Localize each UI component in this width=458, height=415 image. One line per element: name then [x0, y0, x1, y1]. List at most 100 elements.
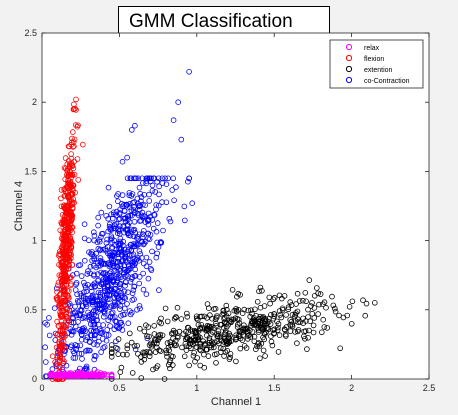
point-extention — [173, 314, 179, 321]
point-flexion — [70, 129, 76, 135]
point-co-contraction — [107, 323, 113, 329]
point-co-contraction — [130, 199, 136, 206]
point-flexion — [56, 354, 63, 361]
point-extention — [237, 333, 243, 340]
point-co-contraction — [115, 251, 121, 257]
point-relax — [59, 373, 65, 379]
point-co-contraction — [106, 203, 113, 210]
point-co-contraction — [107, 236, 114, 243]
point-flexion — [64, 230, 71, 236]
point-co-contraction — [148, 265, 154, 272]
point-co-contraction — [160, 227, 166, 234]
point-co-contraction — [125, 244, 132, 250]
point-extention — [183, 343, 190, 350]
point-flexion — [70, 139, 77, 145]
point-co-contraction — [90, 294, 96, 300]
point-co-contraction — [106, 263, 113, 270]
point-co-contraction — [68, 342, 75, 349]
legend-label: relax — [364, 45, 380, 52]
x-tick-label: 2 — [349, 383, 354, 393]
point-co-contraction — [72, 355, 79, 361]
point-flexion — [63, 281, 69, 288]
point-co-contraction — [124, 301, 130, 307]
point-co-contraction — [100, 322, 106, 328]
point-co-contraction — [114, 193, 120, 199]
point-extention — [349, 298, 356, 305]
point-co-contraction — [118, 201, 125, 207]
point-extention — [288, 302, 295, 308]
point-co-contraction — [123, 272, 130, 279]
point-extention — [317, 291, 324, 297]
point-co-contraction — [89, 249, 95, 255]
point-co-contraction — [143, 263, 150, 270]
point-extention — [108, 353, 115, 360]
point-co-contraction — [92, 283, 98, 290]
point-co-contraction — [132, 122, 138, 129]
point-flexion — [58, 195, 64, 202]
point-flexion — [54, 296, 61, 303]
point-co-contraction — [153, 228, 160, 235]
point-co-contraction — [92, 324, 99, 331]
point-flexion — [52, 359, 58, 365]
point-co-contraction — [101, 344, 108, 350]
point-flexion — [61, 278, 68, 285]
x-tick-label: 1.5 — [268, 383, 281, 393]
point-flexion — [57, 351, 63, 358]
point-co-contraction — [79, 356, 85, 362]
point-flexion — [59, 334, 66, 340]
point-extention — [330, 302, 337, 309]
point-co-contraction — [146, 175, 152, 182]
point-extention — [257, 304, 264, 311]
point-co-contraction — [82, 284, 89, 291]
point-flexion — [60, 250, 67, 257]
point-extention — [184, 313, 191, 320]
point-co-contraction — [78, 350, 85, 357]
point-extention — [154, 363, 161, 369]
point-co-contraction — [71, 319, 77, 326]
point-co-contraction — [158, 239, 164, 245]
point-co-contraction — [149, 188, 156, 194]
point-co-contraction — [100, 281, 107, 288]
point-co-contraction — [141, 228, 147, 234]
point-co-contraction — [88, 284, 95, 291]
point-extention — [184, 310, 190, 317]
point-extention — [197, 362, 204, 369]
point-co-contraction — [156, 287, 162, 293]
point-co-contraction — [132, 346, 139, 353]
point-co-contraction — [72, 342, 79, 348]
point-co-contraction — [102, 261, 109, 267]
legend-label: extention — [364, 67, 393, 74]
point-co-contraction — [91, 255, 97, 262]
point-extention — [219, 311, 226, 318]
point-co-contraction — [112, 285, 119, 292]
point-extention — [294, 340, 300, 347]
point-extention — [287, 317, 294, 323]
point-extention — [143, 322, 149, 329]
point-co-contraction — [77, 262, 83, 268]
point-co-contraction — [146, 198, 153, 204]
point-co-contraction — [149, 248, 155, 255]
point-extention — [276, 332, 283, 339]
x-tick-label: 0.5 — [113, 383, 126, 393]
point-extention — [363, 300, 370, 307]
point-co-contraction — [107, 314, 113, 321]
point-co-contraction — [129, 191, 136, 197]
point-co-contraction — [151, 212, 158, 218]
point-extention — [152, 349, 159, 356]
point-co-contraction — [137, 305, 143, 312]
point-co-contraction — [182, 217, 188, 224]
point-extention — [257, 284, 264, 291]
point-extention — [221, 353, 227, 359]
point-co-contraction — [189, 200, 196, 207]
point-co-contraction — [116, 272, 123, 279]
point-co-contraction — [124, 202, 130, 208]
point-co-contraction — [144, 335, 151, 342]
point-extention — [197, 343, 204, 350]
point-co-contraction — [104, 244, 111, 250]
point-extention — [261, 330, 268, 337]
point-co-contraction — [115, 275, 122, 281]
point-flexion — [56, 364, 63, 370]
point-extention — [117, 369, 124, 375]
point-extention — [150, 366, 156, 373]
point-co-contraction — [116, 211, 123, 218]
